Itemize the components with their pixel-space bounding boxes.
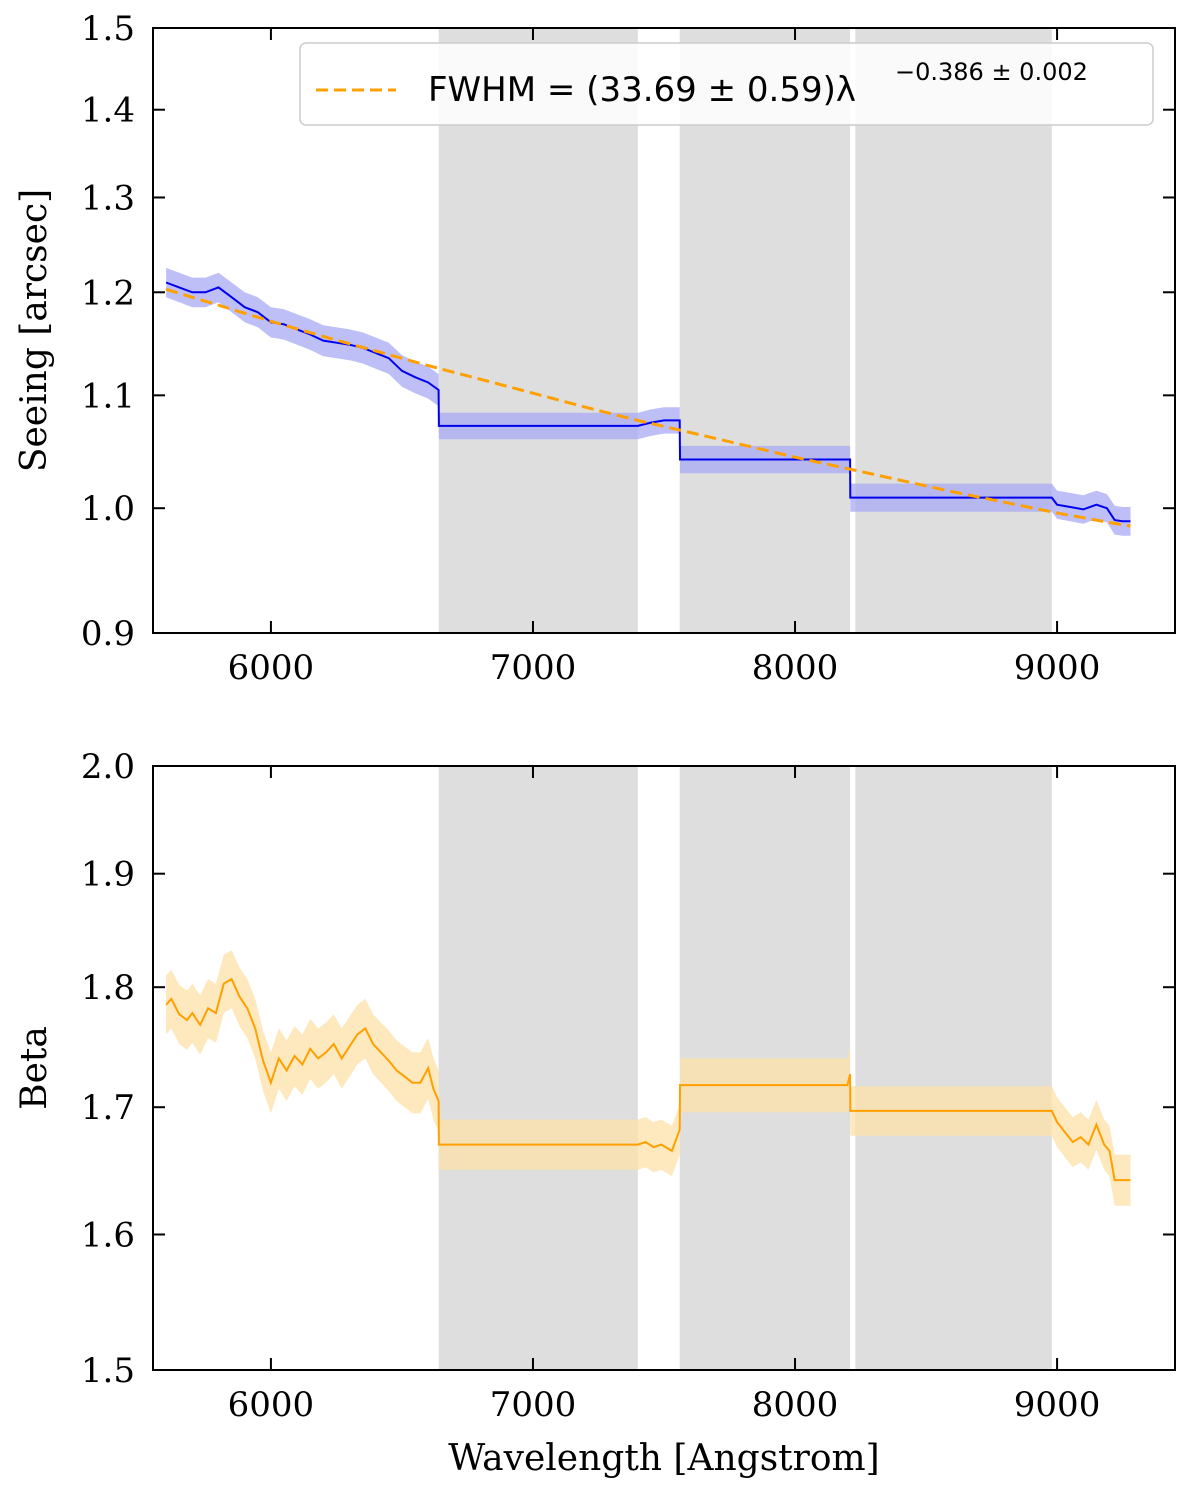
shaded-band-0: [438, 766, 638, 1370]
y-tick-label-2: 1.1: [81, 376, 135, 416]
x-tick-label-1: 7000: [490, 1385, 577, 1425]
x-axis-title: Wavelength [Angstrom]: [448, 1438, 879, 1479]
y-axis-title: Beta: [14, 1026, 55, 1110]
y-tick-label-5: 1.4: [81, 91, 135, 131]
y-tick-label-4: 1.3: [81, 178, 135, 218]
y-tick-label-5: 2.0: [81, 747, 135, 787]
y-tick-label-2: 1.7: [81, 1088, 135, 1128]
y-tick-label-1: 1.6: [81, 1215, 135, 1255]
x-tick-label-3: 9000: [1014, 1385, 1101, 1425]
legend-exponent: −0.386 ± 0.002: [895, 58, 1088, 86]
y-tick-label-4: 1.9: [81, 855, 135, 895]
series-0-line: [165, 977, 1131, 1182]
axes-frame: [152, 765, 1176, 1371]
series-0-line: [165, 281, 1131, 523]
series-0-uncertainty-band: [166, 950, 1131, 1206]
legend-label: FWHM = (33.69 ± 0.59)λ: [428, 70, 856, 110]
y-axis-title: Seeing [arcsec]: [14, 189, 55, 472]
beta-panel: 6000 7000 8000 9000 1.5 1.6 1.7 1.8 1.9 2.0 Beta Wa…: [14, 747, 1176, 1479]
series-0-uncertainty-band: [166, 267, 1131, 536]
plot-area: [165, 28, 1131, 633]
shaded-band-1: [679, 28, 851, 633]
y-tick-label-3: 1.8: [81, 968, 135, 1008]
y-tick-label-1: 1.0: [81, 489, 135, 529]
y-tick-label-6: 1.5: [81, 9, 135, 49]
series-1-fit-line: [165, 287, 1131, 528]
x-tick-label-2: 8000: [752, 648, 839, 688]
y-tick-label-3: 1.2: [81, 273, 135, 313]
shaded-band-2: [855, 766, 1052, 1370]
seeing-panel: 6000 7000 8000 9000 0.9 1.0 1.1 1.2 1.3 1.4 1.5 See…: [14, 9, 1176, 688]
x-tick-label-0: 6000: [228, 648, 315, 688]
x-tick-label-3: 9000: [1014, 648, 1101, 688]
y-tick-label-0: 1.5: [81, 1351, 135, 1391]
shaded-band-2: [855, 28, 1052, 633]
x-tick-label-1: 7000: [490, 648, 577, 688]
x-tick-label-0: 6000: [228, 1385, 315, 1425]
axes-frame: [152, 27, 1176, 634]
x-tick-label-2: 8000: [752, 1385, 839, 1425]
plot-area: [165, 766, 1131, 1370]
legend-box: [299, 42, 1154, 126]
y-tick-label-0: 0.9: [81, 614, 135, 654]
legend: FWHM = (33.69 ± 0.59)λ −0.386 ± 0.002: [299, 42, 1154, 126]
shaded-band-0: [438, 28, 638, 633]
